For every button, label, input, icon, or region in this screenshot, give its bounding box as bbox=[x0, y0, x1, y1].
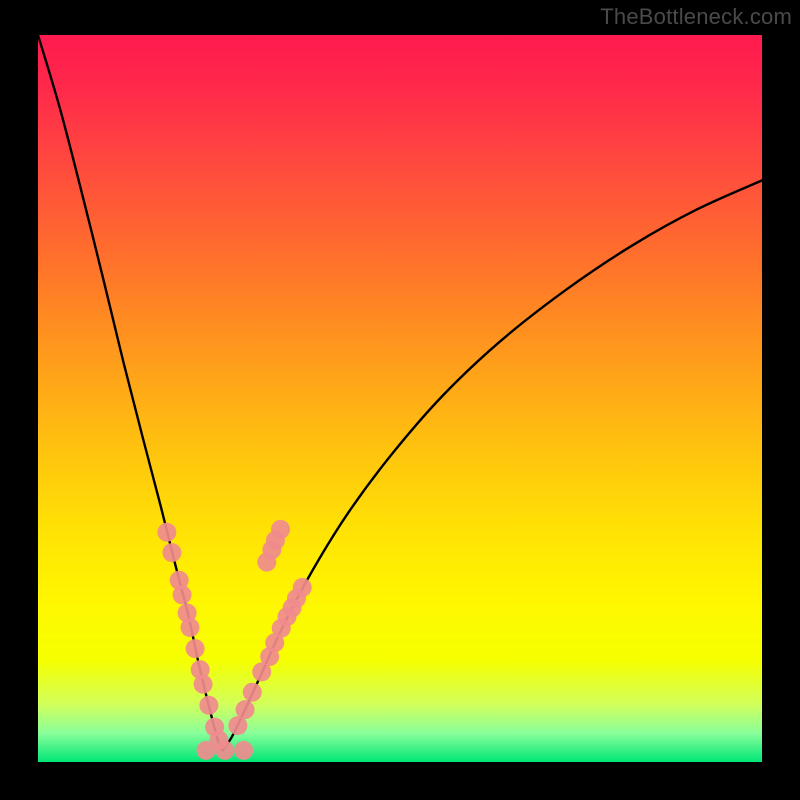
canvas-root: TheBottleneck.com bbox=[0, 0, 800, 800]
marker-dot bbox=[236, 700, 255, 719]
marker-dot bbox=[215, 741, 234, 760]
marker-dot bbox=[196, 741, 215, 760]
marker-dot bbox=[194, 675, 213, 694]
marker-dot bbox=[173, 585, 192, 604]
marker-dot bbox=[157, 523, 176, 542]
marker-dot bbox=[271, 520, 290, 539]
marker-dot bbox=[278, 607, 297, 626]
marker-dot bbox=[243, 683, 262, 702]
marker-dot bbox=[260, 647, 279, 666]
plot-area bbox=[38, 35, 762, 762]
marker-dot bbox=[186, 639, 205, 658]
marker-dot bbox=[162, 543, 181, 562]
marker-dot bbox=[199, 696, 218, 715]
marker-dot bbox=[181, 618, 200, 637]
marker-dot bbox=[257, 553, 276, 572]
markers-group bbox=[157, 520, 311, 760]
curve-layer bbox=[38, 35, 762, 762]
curve-right-branch bbox=[223, 180, 762, 750]
watermark-text: TheBottleneck.com bbox=[600, 4, 792, 30]
marker-dot bbox=[287, 589, 306, 608]
marker-dot bbox=[234, 741, 253, 760]
